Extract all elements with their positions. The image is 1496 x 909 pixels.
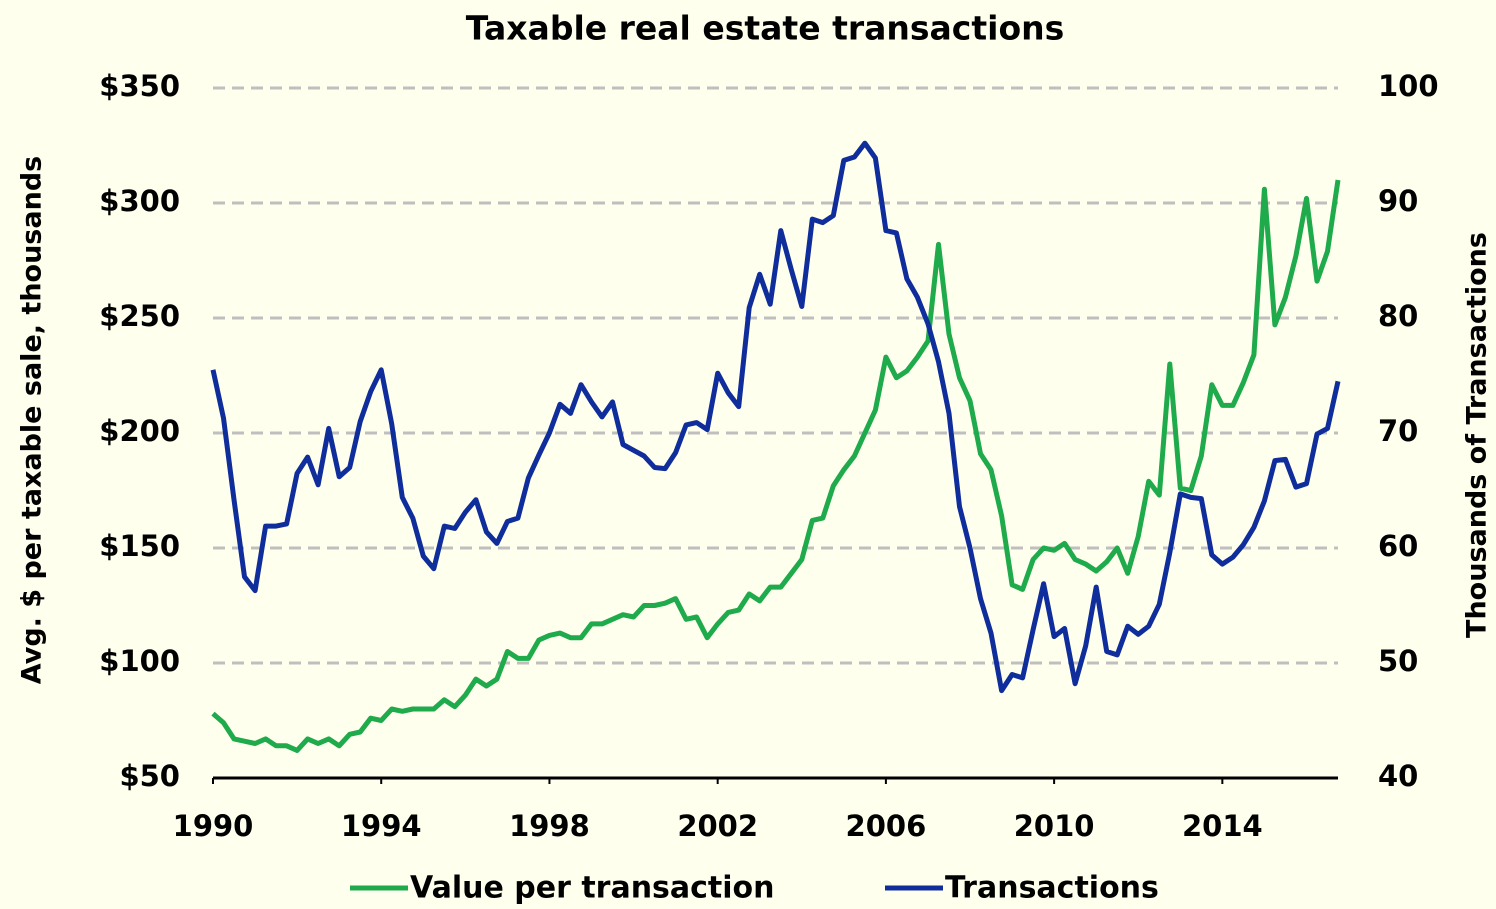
y-tick-label: $350 (99, 69, 180, 103)
y-tick-label: $250 (99, 299, 180, 333)
y2-tick-label: 50 (1378, 644, 1418, 678)
y-tick-label: $200 (99, 414, 180, 448)
x-tick-label: 1994 (341, 809, 422, 843)
x-tick-label: 2014 (1182, 809, 1263, 843)
x-tick-label: 2002 (677, 809, 758, 843)
y2-tick-label: 100 (1378, 69, 1439, 103)
y2-tick-label: 90 (1378, 184, 1418, 218)
y2-tick-label: 60 (1378, 529, 1418, 563)
chart-title: Taxable real estate transactions (466, 9, 1065, 48)
x-tick-label: 2006 (846, 809, 927, 843)
y2-tick-label: 80 (1378, 299, 1418, 333)
y-tick-label: $300 (99, 184, 180, 218)
y2-axis-title: Thousands of Transactions (1462, 232, 1493, 638)
y2-tick-label: 70 (1378, 414, 1418, 448)
series-line (211, 179, 1341, 753)
y2-tick-label: 40 (1378, 759, 1418, 793)
series-line (210, 140, 1341, 694)
x-tick-label: 1998 (509, 809, 590, 843)
y-axis-title: Avg. $ per taxable sale, thousands (17, 156, 48, 684)
legend-label: Value per transaction (410, 871, 775, 906)
y-tick-label: $50 (119, 759, 180, 793)
legend-label: Transactions (945, 871, 1159, 906)
x-tick-label: 1990 (173, 809, 254, 843)
y-tick-label: $100 (99, 644, 180, 678)
y-tick-label: $150 (99, 529, 180, 563)
x-tick-label: 2010 (1014, 809, 1095, 843)
